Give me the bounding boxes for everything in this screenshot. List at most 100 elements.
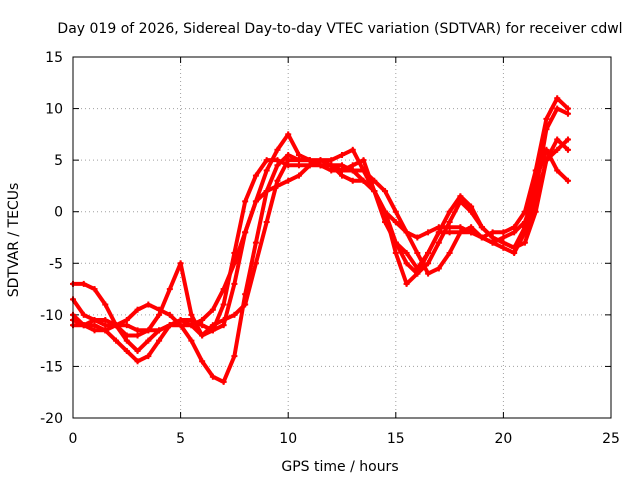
data-point [414,265,421,272]
x-tick-label: 25 [602,431,620,447]
data-point [489,239,496,246]
data-point [521,229,528,236]
data-point [80,322,87,329]
data-point [446,219,453,226]
data-point [102,317,109,324]
data-point [564,105,571,112]
data-point [91,322,98,329]
data-point [263,157,270,164]
data-point [435,239,442,246]
data-point [220,322,227,329]
data-point [414,234,421,241]
data-point [500,239,507,246]
data-point [242,229,249,236]
data-point [328,167,335,174]
data-point [435,265,442,272]
x-tick-label: 10 [279,431,297,447]
data-point [554,167,561,174]
data-point [403,229,410,236]
data-point [371,188,378,195]
data-point [489,229,496,236]
data-point [425,229,432,236]
data-point [91,327,98,334]
y-tick-label: 10 [45,102,63,118]
data-point [113,337,120,344]
data-point [166,322,173,329]
data-point [468,229,475,236]
data-point [328,162,335,169]
data-point [317,162,324,169]
data-point [220,301,227,308]
y-tick-labels: -20 -15 -10 -5 0 5 10 15 [40,50,63,427]
y-tick-label: -5 [49,256,63,272]
data-point [468,224,475,231]
data-point [145,301,152,308]
data-point [263,167,270,174]
x-tick-label: 0 [69,431,78,447]
data-point [403,260,410,267]
y-tick-label: 0 [54,205,63,221]
data-point [360,177,367,184]
data-point [382,219,389,226]
data-point [134,358,141,365]
data-point [91,317,98,324]
data-point [274,162,281,169]
data-point [457,193,464,200]
data-point [134,347,141,354]
axis-ticks [72,56,612,419]
data-point [123,337,130,344]
data-point [231,311,238,318]
data-point [252,198,259,205]
data-point [209,373,216,380]
data-point [532,198,539,205]
data-point [220,378,227,385]
data-point [166,286,173,293]
data-point [446,224,453,231]
data-point [425,270,432,277]
data-point [199,358,206,365]
data-point [564,110,571,117]
data-point [392,219,399,226]
series-line-track-3 [71,147,570,353]
data-point [554,146,561,153]
data-point [242,301,249,308]
plot-frame [72,56,612,419]
data-point [123,322,130,329]
data-point [274,146,281,153]
data-point [543,146,550,153]
data-point [382,208,389,215]
data-point [80,311,87,318]
data-point [80,280,87,287]
data-point [263,188,270,195]
data-point [414,249,421,256]
data-point [177,322,184,329]
data-point [188,322,195,329]
data-point [478,234,485,241]
y-tick-label: 5 [54,153,63,169]
grid-lines [73,57,611,418]
data-point [123,332,130,339]
data-point [295,162,302,169]
data-point [446,208,453,215]
data-point [500,244,507,251]
data-point [199,322,206,329]
data-point [156,311,163,318]
data-point [532,167,539,174]
data-point [102,327,109,334]
data-point [274,177,281,184]
data-point [274,157,281,164]
data-point [274,182,281,189]
chart-title: Day 019 of 2026, Sidereal Day-to-day VTE… [57,21,622,37]
data-point [554,105,561,112]
data-point [543,115,550,122]
data-point [500,234,507,241]
data-point [252,260,259,267]
data-point [188,317,195,324]
data-point [382,188,389,195]
x-tick-label: 20 [494,431,512,447]
data-point [156,337,163,344]
data-point [564,146,571,153]
data-point [295,151,302,158]
data-point [446,229,453,236]
data-point [145,337,152,344]
